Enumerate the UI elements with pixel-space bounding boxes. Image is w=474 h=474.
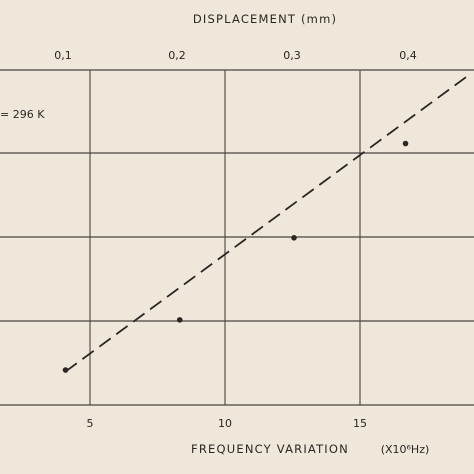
temperature-annotation: = 296 K [0,108,45,121]
x-tick-labels: 5 10 15 [87,417,368,430]
data-points [62,140,409,373]
x-tick-label: 10 [218,417,232,430]
data-point [291,235,297,241]
x-tick-label: 5 [87,417,94,430]
fit-line [64,72,472,373]
top-tick-label: 0,2 [168,49,186,62]
x-axis-label: FREQUENCY VARIATION [191,442,349,456]
top-tick-label: 0,3 [283,49,301,62]
data-point [176,317,183,323]
data-point [402,140,409,147]
grid-lines [0,69,474,406]
x-axis-unit: (X10⁶Hz) [381,443,430,456]
x-tick-label: 15 [353,417,367,430]
data-point [62,367,69,373]
fit-line-group [64,72,472,373]
chart-title: DISPLACEMENT (mm) [193,12,337,26]
top-tick-label: 0,1 [54,49,72,62]
top-tick-label: 0,4 [399,49,417,62]
top-tick-labels: 0,1 0,2 0,3 0,4 [54,49,417,62]
